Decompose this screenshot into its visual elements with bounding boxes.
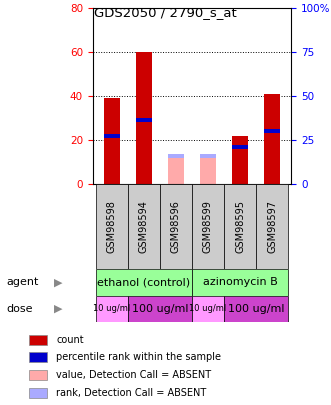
Bar: [96, 296, 128, 322]
Bar: [264, 94, 280, 184]
Bar: [168, 158, 184, 184]
Bar: [104, 98, 120, 184]
Text: dose: dose: [7, 304, 33, 314]
Text: rank, Detection Call = ABSENT: rank, Detection Call = ABSENT: [56, 388, 207, 398]
Bar: [232, 145, 248, 149]
Text: GSM98598: GSM98598: [107, 200, 117, 253]
Text: azinomycin B: azinomycin B: [203, 277, 277, 288]
Text: ▶: ▶: [54, 277, 62, 288]
Bar: [96, 184, 128, 269]
Text: 10 ug/ml: 10 ug/ml: [93, 304, 130, 313]
Bar: [136, 52, 152, 184]
Text: 100 ug/ml: 100 ug/ml: [132, 304, 188, 314]
Text: GSM98596: GSM98596: [171, 200, 181, 253]
Bar: [128, 296, 192, 322]
Text: GSM98597: GSM98597: [267, 200, 277, 253]
Text: percentile rank within the sample: percentile rank within the sample: [56, 352, 221, 362]
Bar: [29, 352, 47, 362]
Text: value, Detection Call = ABSENT: value, Detection Call = ABSENT: [56, 370, 212, 380]
Bar: [29, 335, 47, 345]
Bar: [264, 130, 280, 133]
Bar: [168, 153, 184, 158]
Bar: [136, 118, 152, 122]
Bar: [224, 296, 288, 322]
Bar: [128, 184, 160, 269]
Text: 10 ug/ml: 10 ug/ml: [189, 304, 227, 313]
Text: GDS2050 / 2790_s_at: GDS2050 / 2790_s_at: [94, 6, 237, 19]
Bar: [192, 269, 288, 296]
Text: 100 ug/ml: 100 ug/ml: [228, 304, 284, 314]
Bar: [192, 296, 224, 322]
Bar: [96, 269, 192, 296]
Bar: [224, 184, 256, 269]
Text: count: count: [56, 335, 84, 345]
Text: GSM98595: GSM98595: [235, 200, 245, 253]
Bar: [104, 134, 120, 138]
Text: GSM98594: GSM98594: [139, 200, 149, 253]
Text: agent: agent: [7, 277, 39, 288]
Bar: [232, 136, 248, 184]
Text: ethanol (control): ethanol (control): [97, 277, 191, 288]
Bar: [29, 371, 47, 380]
Text: GSM98599: GSM98599: [203, 200, 213, 253]
Bar: [160, 184, 192, 269]
Bar: [29, 388, 47, 398]
Text: ▶: ▶: [54, 304, 62, 314]
Bar: [192, 184, 224, 269]
Bar: [200, 158, 216, 184]
Bar: [256, 184, 288, 269]
Bar: [200, 153, 216, 158]
